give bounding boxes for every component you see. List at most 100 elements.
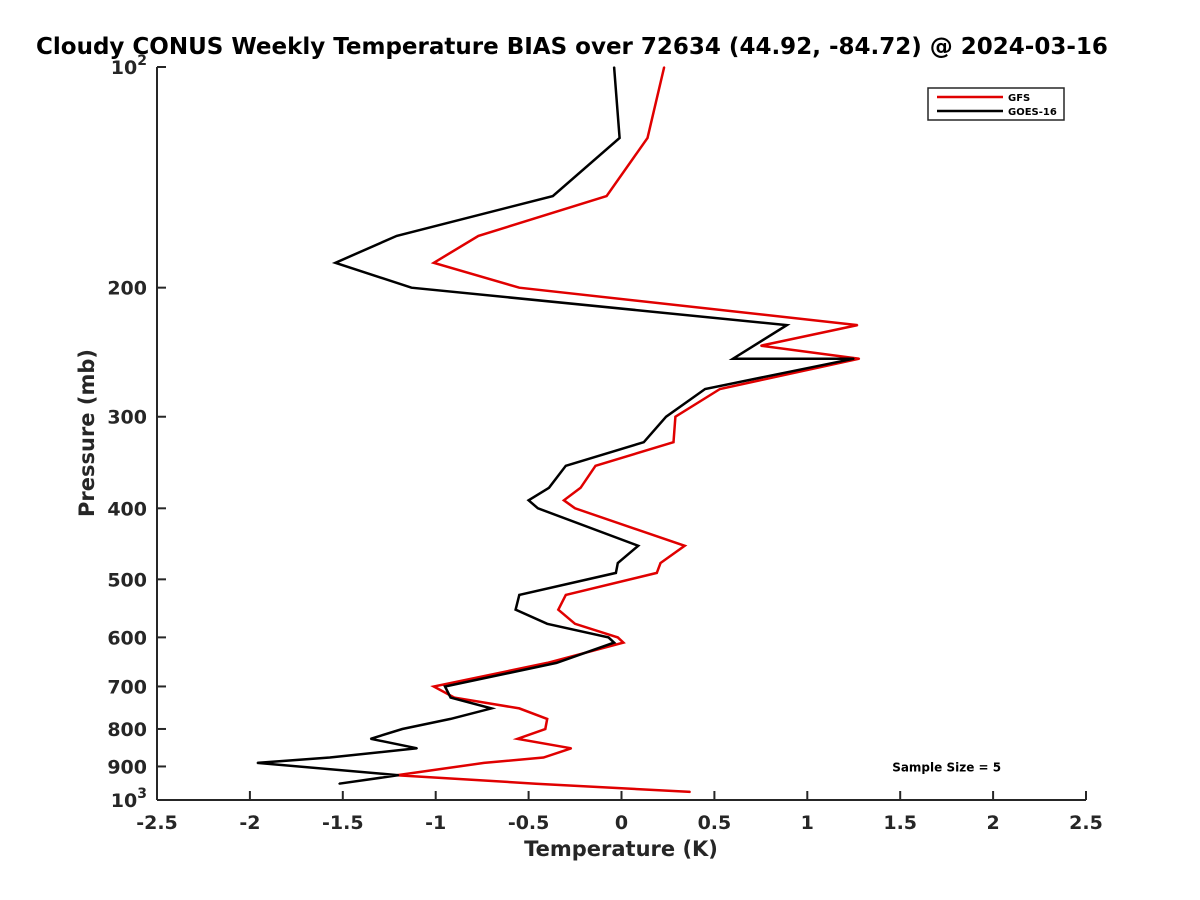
x-tick-label: 0 bbox=[615, 812, 628, 834]
x-tick-label: 2 bbox=[986, 812, 999, 834]
x-ticks: -2.5 -2 -1.5 -1 -0.5 0 0.5 1 1.5 2 2.5 bbox=[136, 791, 1103, 834]
data-point-gfs bbox=[546, 718, 548, 720]
y-tick-label: 600 bbox=[107, 627, 147, 649]
data-point-gfs bbox=[674, 415, 677, 418]
data-point-gfs bbox=[516, 738, 519, 740]
data-point-gfs bbox=[570, 747, 573, 750]
data-point-goes16 bbox=[256, 762, 259, 764]
sample-size-annotation: Sample Size = 5 bbox=[892, 760, 1001, 774]
data-point-gfs bbox=[518, 286, 521, 289]
x-tick-label: -2 bbox=[239, 812, 260, 834]
data-point-gfs bbox=[542, 756, 545, 759]
x-tick-label: 1.5 bbox=[883, 812, 917, 834]
data-point-goes16 bbox=[665, 415, 667, 418]
data-point-goes16 bbox=[410, 286, 413, 289]
data-point-gfs bbox=[574, 507, 576, 510]
data-point-goes16 bbox=[613, 641, 615, 644]
data-point-gfs bbox=[546, 662, 548, 664]
data-point-goes16 bbox=[607, 636, 610, 639]
data-point-goes16 bbox=[548, 487, 550, 489]
data-point-goes16 bbox=[395, 235, 398, 237]
data-point-gfs bbox=[477, 235, 480, 237]
data-point-gfs bbox=[689, 791, 691, 793]
y-tick-label: 700 bbox=[107, 676, 147, 698]
data-point-gfs bbox=[557, 608, 560, 611]
data-point-gfs bbox=[574, 623, 576, 625]
legend: GFS GOES-16 bbox=[927, 87, 1065, 121]
data-point-goes16 bbox=[565, 465, 567, 467]
data-point-goes16 bbox=[732, 357, 734, 360]
data-point-gfs bbox=[760, 344, 762, 347]
series-line-goes16 bbox=[257, 66, 855, 785]
data-point-goes16 bbox=[618, 137, 621, 139]
data-point-goes16 bbox=[449, 718, 452, 720]
data-point-goes16 bbox=[449, 696, 452, 699]
y-axis-label: Pressure (mb) bbox=[75, 349, 99, 517]
data-point-goes16 bbox=[401, 728, 404, 730]
data-point-gfs bbox=[683, 545, 686, 547]
data-point-gfs bbox=[605, 195, 608, 197]
data-point-goes16 bbox=[637, 545, 639, 547]
data-point-goes16 bbox=[416, 747, 418, 750]
data-point-goes16 bbox=[546, 623, 548, 625]
x-tick-label: 0.5 bbox=[698, 812, 732, 834]
x-tick-label: -0.5 bbox=[508, 812, 550, 834]
data-point-goes16 bbox=[613, 66, 615, 68]
y-tick-label: 900 bbox=[107, 756, 147, 778]
data-point-gfs bbox=[656, 572, 658, 574]
y-tick-label: 400 bbox=[107, 498, 147, 520]
data-point-gfs bbox=[565, 594, 567, 596]
y-tick-label: 102 bbox=[111, 53, 147, 79]
data-point-goes16 bbox=[786, 324, 788, 326]
y-ticks: 102 200 300 400 500 600 700 800 900 103 bbox=[107, 53, 166, 812]
legend-label-goes16: GOES-16 bbox=[1008, 107, 1057, 118]
data-point-gfs bbox=[579, 487, 582, 489]
data-point-goes16 bbox=[643, 441, 645, 444]
legend-label-gfs: GFS bbox=[1008, 93, 1030, 104]
data-point-goes16 bbox=[552, 195, 554, 197]
x-tick-label: 2.5 bbox=[1069, 812, 1103, 834]
data-point-gfs bbox=[535, 782, 537, 785]
data-point-goes16 bbox=[369, 738, 372, 740]
data-point-gfs bbox=[622, 641, 625, 644]
data-point-goes16 bbox=[338, 782, 340, 785]
x-tick-label: 1 bbox=[801, 812, 814, 834]
data-point-gfs bbox=[646, 137, 649, 139]
y-tick-label: 103 bbox=[111, 786, 147, 812]
data-point-goes16 bbox=[514, 608, 517, 611]
x-tick-label: -1 bbox=[425, 812, 446, 834]
chart-title: Cloudy CONUS Weekly Temperature BIAS ove… bbox=[36, 34, 1108, 60]
data-point-gfs bbox=[617, 636, 619, 639]
data-point-gfs bbox=[544, 728, 547, 730]
series-layer bbox=[256, 66, 861, 794]
data-point-gfs bbox=[433, 685, 435, 688]
data-point-goes16 bbox=[329, 756, 331, 759]
data-point-goes16 bbox=[704, 388, 706, 390]
data-point-goes16 bbox=[490, 707, 493, 710]
data-point-gfs bbox=[719, 388, 721, 390]
y-tick-label: 300 bbox=[107, 407, 147, 429]
data-point-goes16 bbox=[444, 685, 446, 688]
data-point-gfs bbox=[433, 262, 435, 264]
data-point-goes16 bbox=[537, 507, 539, 510]
data-point-gfs bbox=[563, 499, 565, 502]
y-tick-label: 500 bbox=[107, 569, 147, 591]
data-point-gfs bbox=[483, 762, 485, 764]
data-point-goes16 bbox=[853, 357, 855, 360]
x-tick-label: -2.5 bbox=[136, 812, 178, 834]
data-point-goes16 bbox=[527, 499, 530, 502]
data-point-goes16 bbox=[397, 774, 400, 776]
data-point-gfs bbox=[856, 324, 859, 326]
plot-area: -2.5 -2 -1.5 -1 -0.5 0 0.5 1 1.5 2 2.5 102 200 300 40… bbox=[107, 53, 1103, 834]
plot-background bbox=[157, 67, 1086, 800]
y-tick-label: 200 bbox=[107, 278, 147, 300]
data-point-goes16 bbox=[518, 594, 521, 596]
data-point-gfs bbox=[672, 441, 675, 444]
data-point-goes16 bbox=[617, 562, 619, 564]
data-point-gfs bbox=[594, 465, 597, 467]
data-point-gfs bbox=[518, 707, 521, 710]
data-point-goes16 bbox=[615, 572, 617, 574]
x-tick-label: -1.5 bbox=[322, 812, 364, 834]
x-axis-label: Temperature (K) bbox=[524, 837, 718, 861]
